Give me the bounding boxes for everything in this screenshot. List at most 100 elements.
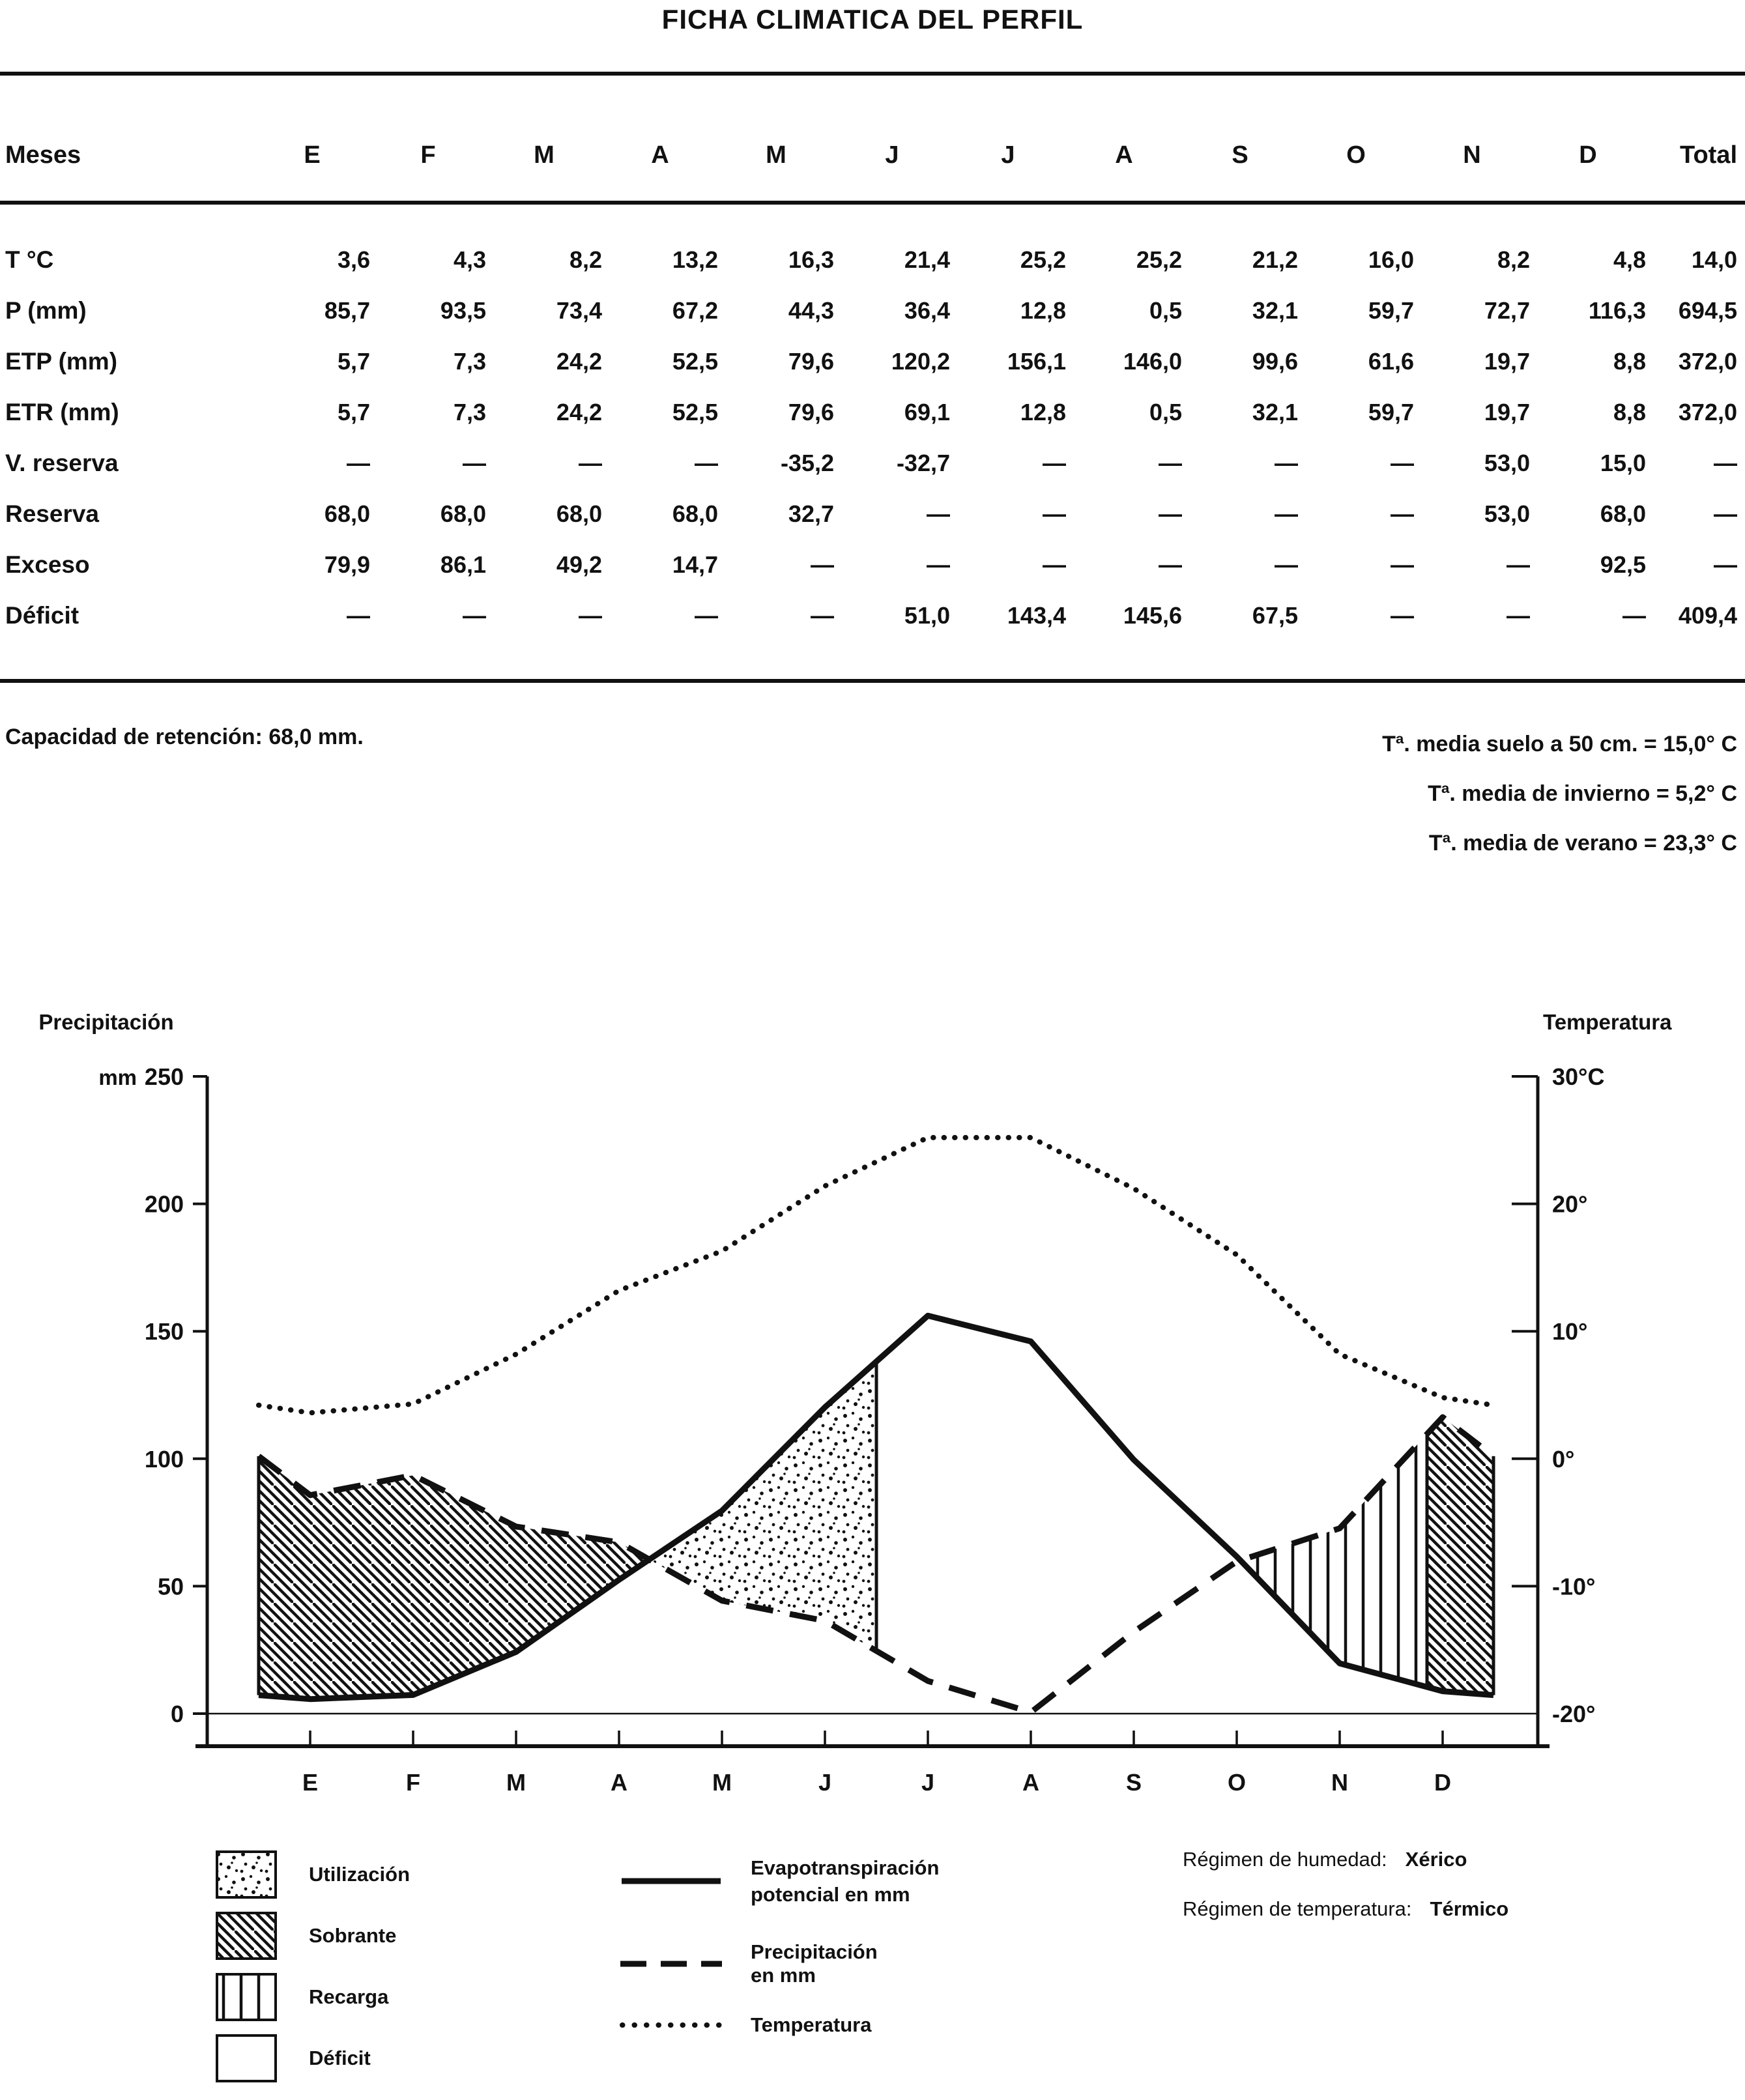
table-cell: 68,0	[1600, 500, 1646, 527]
right-axis-tick-label: 30°C	[1552, 1063, 1604, 1090]
month-label: N	[1331, 1769, 1348, 1796]
table-cell: 19,7	[1484, 348, 1530, 375]
table-cell: 8,2	[569, 246, 602, 273]
table-cell: 69,1	[904, 399, 950, 425]
table-cell: 86,1	[440, 551, 486, 578]
row-label: Reserva	[5, 500, 100, 527]
month-label: J	[921, 1769, 934, 1796]
table-row: Exceso 79,9 86,1 49,2 14,7 — — — — — — — 92,5 —	[0, 539, 1745, 590]
table-cell: —	[1275, 551, 1298, 578]
table-cell: —	[579, 602, 602, 629]
table-cell: 156,1	[1007, 348, 1066, 375]
table-cell: —	[347, 450, 370, 476]
left-axis-max-label: 250	[145, 1063, 184, 1090]
table-cell: —	[1391, 500, 1414, 527]
right-axis-tick-label: 10°	[1552, 1318, 1587, 1345]
month-label: S	[1126, 1769, 1142, 1796]
table-cell: 14,7	[672, 551, 718, 578]
page-title: FICHA CLIMATICA DEL PERFIL	[661, 4, 1084, 35]
month-label: M	[506, 1769, 526, 1796]
table-cell: 21,2	[1252, 246, 1298, 273]
table-cell: 145,6	[1123, 602, 1182, 629]
month-label: E	[302, 1769, 318, 1796]
table-cell: 8,2	[1497, 246, 1530, 273]
table-cell: 67,2	[672, 297, 718, 324]
recarga-region	[1240, 1433, 1427, 1688]
table-cell: —	[1275, 500, 1298, 527]
table-cell: —	[463, 450, 486, 476]
empty-swatch-icon	[216, 2034, 277, 2082]
table-cell: 53,0	[1484, 450, 1530, 476]
table-cell: —	[927, 500, 950, 527]
soil-temperature-notes: Tª. media suelo a 50 cm. = 15,0° C Tª. m…	[1382, 719, 1737, 868]
col-header-month-6: J	[834, 109, 950, 205]
table-cell: 8,8	[1613, 399, 1646, 425]
left-axis-title: Precipitación	[38, 1010, 173, 1034]
right-axis-title: Temperatura	[1543, 1010, 1672, 1034]
table-cell: 79,9	[324, 551, 370, 578]
table-cell: 25,2	[1020, 246, 1066, 273]
month-label: J	[818, 1769, 831, 1796]
table-cell: —	[811, 551, 834, 578]
left-axis-tick-label: 50	[158, 1573, 184, 1600]
table-cell: 4,8	[1613, 246, 1646, 273]
table-cell: —	[1714, 500, 1737, 527]
table-cell: 72,7	[1484, 297, 1530, 324]
right-axis-tick-label: 0°	[1552, 1446, 1574, 1473]
table-cell: 52,5	[672, 348, 718, 375]
legend-item-utilizacion: Utilización	[215, 1849, 410, 1900]
table-cell: 68,0	[672, 500, 718, 527]
table-cell: 51,0	[904, 602, 950, 629]
legend-item-etp-line: Evapotranspiración potencial en mm	[619, 1854, 939, 1908]
col-header-month-7: J	[950, 109, 1066, 205]
diagonal-hatch-swatch-icon	[216, 1912, 277, 1960]
legend-label-deficit: Déficit	[309, 2047, 371, 2069]
left-axis-tick-label: 0	[171, 1701, 184, 1727]
table-cell: 7,3	[453, 348, 486, 375]
table-cell: —	[579, 450, 602, 476]
col-header-month-5: M	[718, 109, 834, 205]
table-cell: 19,7	[1484, 399, 1530, 425]
legend-label-precipitacion: Precipitación en mm	[751, 1940, 878, 1987]
legend-label-recarga: Recarga	[309, 1985, 389, 2008]
note-winter-temp: Tª. media de invierno = 5,2° C	[1428, 781, 1737, 806]
table-cell: 116,3	[1588, 297, 1646, 324]
col-header-total: Total	[1646, 109, 1745, 205]
table-cell: —	[1043, 551, 1066, 578]
month-label: A	[1022, 1769, 1039, 1796]
table-cell: 143,4	[1007, 602, 1066, 629]
top-rule	[0, 72, 1745, 76]
table-cell: 68,0	[324, 500, 370, 527]
utilizacion-region	[649, 1361, 876, 1651]
note-soil-temp-50cm: Tª. media suelo a 50 cm. = 15,0° C	[1382, 732, 1737, 756]
table-cell: —	[695, 450, 718, 476]
row-label: ETR (mm)	[5, 399, 119, 425]
row-label: P (mm)	[5, 297, 87, 324]
col-header-month-11: N	[1414, 109, 1530, 205]
table-bottom-rule	[0, 679, 1745, 683]
table-cell: 61,6	[1368, 348, 1414, 375]
right-axis-tick-label: 20°	[1552, 1191, 1587, 1218]
dashed-line-icon	[620, 1961, 722, 1967]
table-cell: 694,5	[1678, 297, 1737, 324]
table-cell: 13,2	[672, 246, 718, 273]
table-cell: 85,7	[324, 297, 370, 324]
legend-item-deficit: Déficit	[215, 2033, 371, 2084]
table-cell: 93,5	[440, 297, 486, 324]
col-header-month-8: A	[1066, 109, 1182, 205]
legend-item-recarga: Recarga	[215, 1972, 388, 2022]
legend-label-etp: Evapotranspiración potencial en mm	[751, 1856, 940, 1906]
row-label: T °C	[5, 246, 54, 273]
table-cell: -32,7	[896, 450, 950, 476]
legend-item-precipitacion-line: Precipitación en mm	[619, 1940, 878, 1987]
table-cell: —	[1159, 500, 1182, 527]
table-cell: 5,7	[337, 348, 370, 375]
table-cell: 59,7	[1368, 297, 1414, 324]
table-row: T °C 3,6 4,3 8,2 13,2 16,3 21,4 25,2 25,2 21,2 16,…	[0, 203, 1745, 285]
table-cell: 44,3	[788, 297, 834, 324]
table-cell: —	[811, 602, 834, 629]
table-cell: 49,2	[556, 551, 602, 578]
table-cell: —	[1507, 551, 1530, 578]
table-cell: 0,5	[1149, 399, 1182, 425]
table-cell: 59,7	[1368, 399, 1414, 425]
